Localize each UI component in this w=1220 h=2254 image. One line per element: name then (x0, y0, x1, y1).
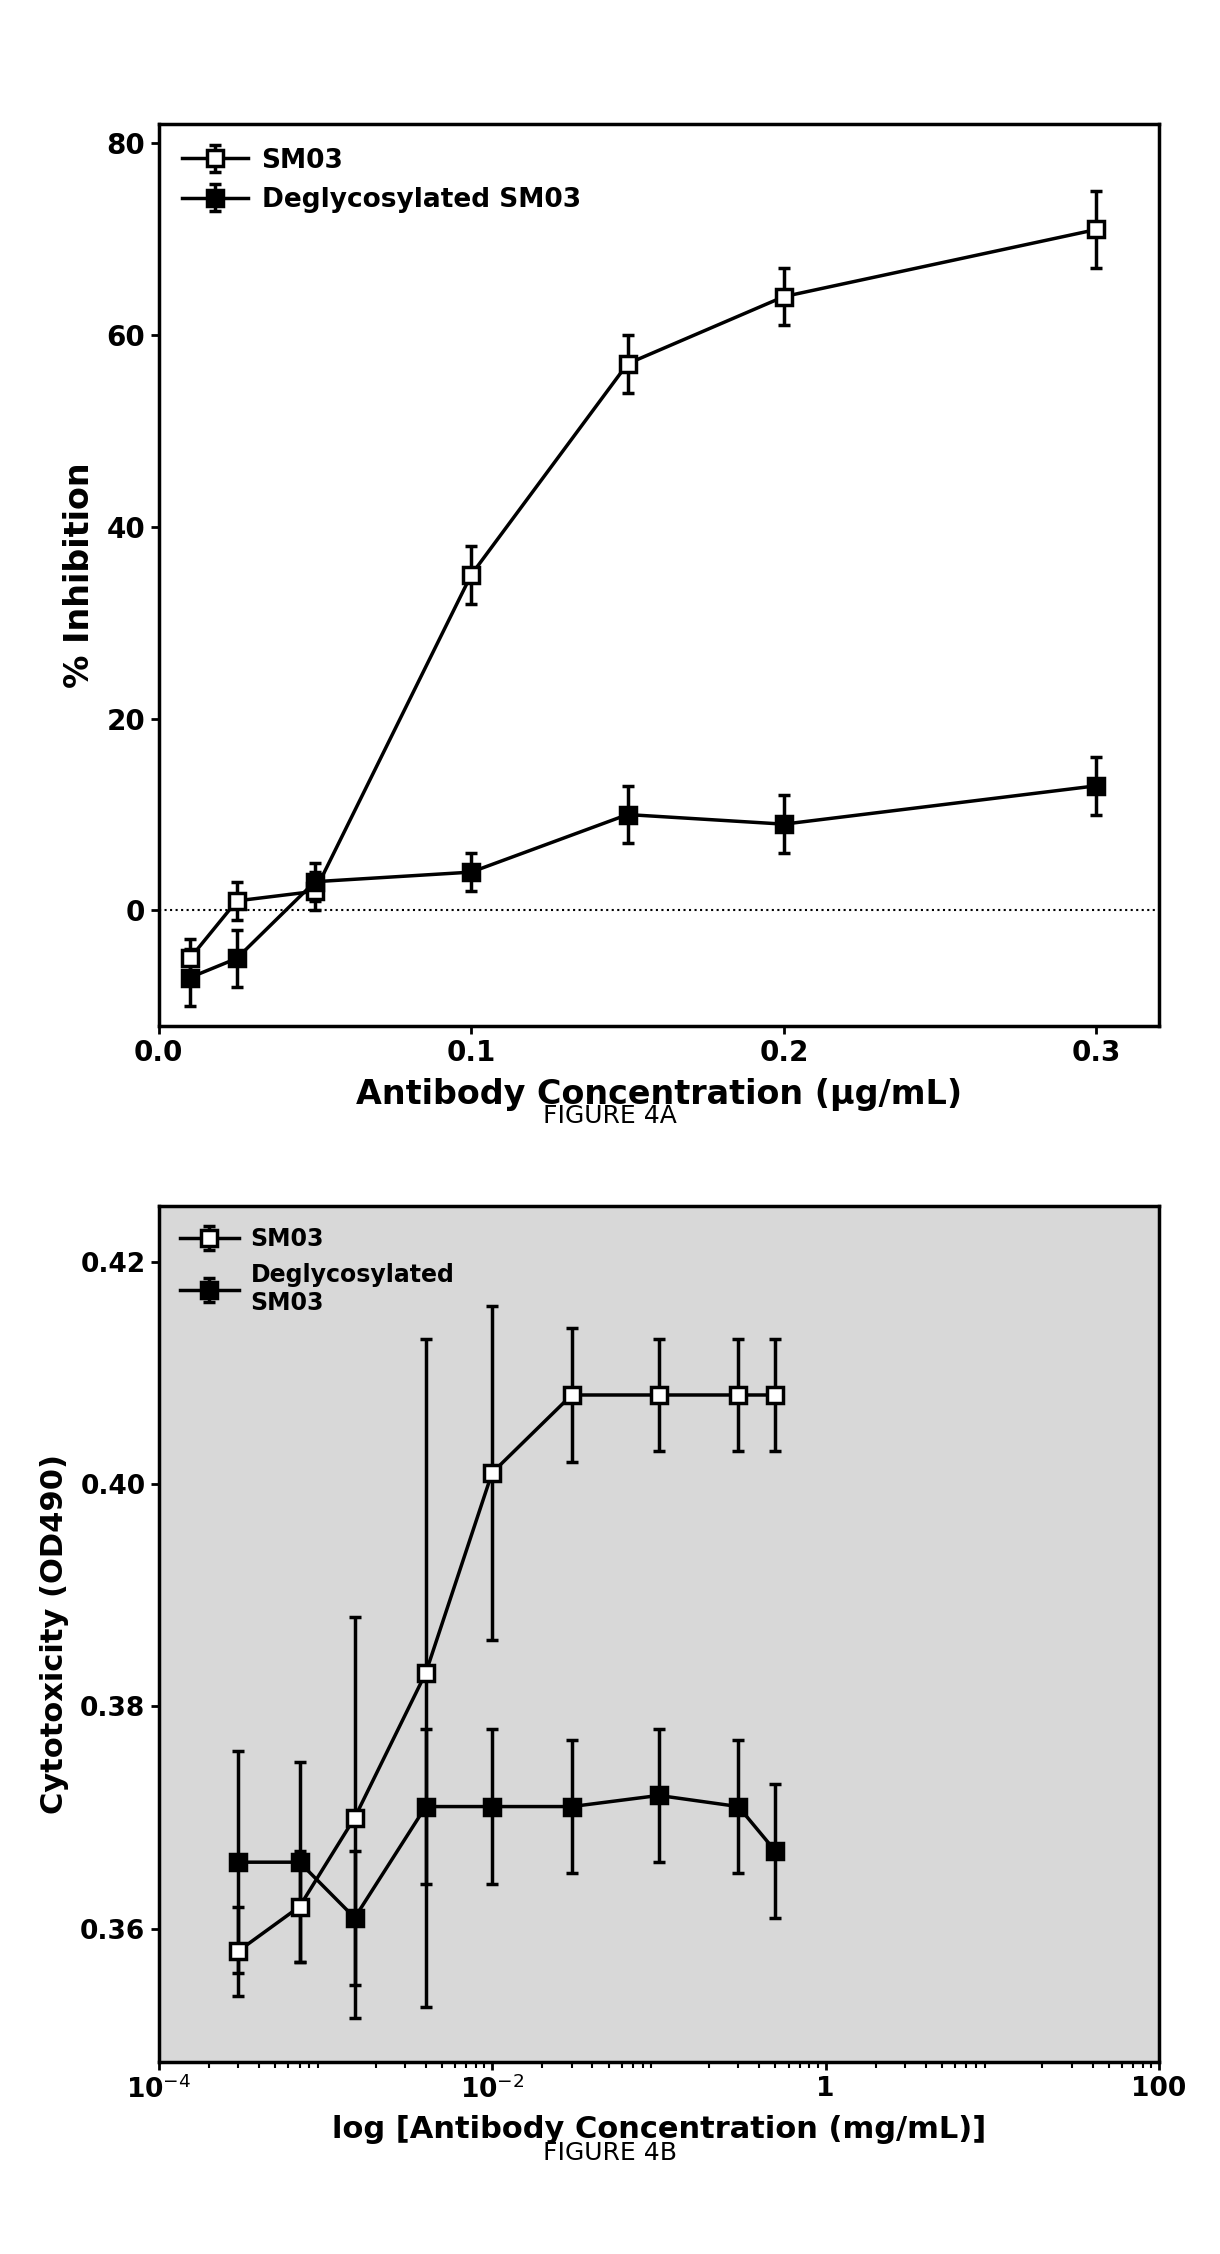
Text: FIGURE 4B: FIGURE 4B (543, 2141, 677, 2164)
Y-axis label: Cytotoxicity (OD490): Cytotoxicity (OD490) (40, 1454, 70, 1814)
Legend: SM03, Deglycosylated SM03: SM03, Deglycosylated SM03 (172, 137, 592, 223)
Text: FIGURE 4A: FIGURE 4A (543, 1104, 677, 1127)
Legend: SM03, Deglycosylated
SM03: SM03, Deglycosylated SM03 (171, 1217, 464, 1323)
X-axis label: log [Antibody Concentration (mg/mL)]: log [Antibody Concentration (mg/mL)] (332, 2114, 986, 2144)
X-axis label: Antibody Concentration (μg/mL): Antibody Concentration (μg/mL) (356, 1077, 961, 1111)
Y-axis label: % Inhibition: % Inhibition (62, 462, 95, 687)
